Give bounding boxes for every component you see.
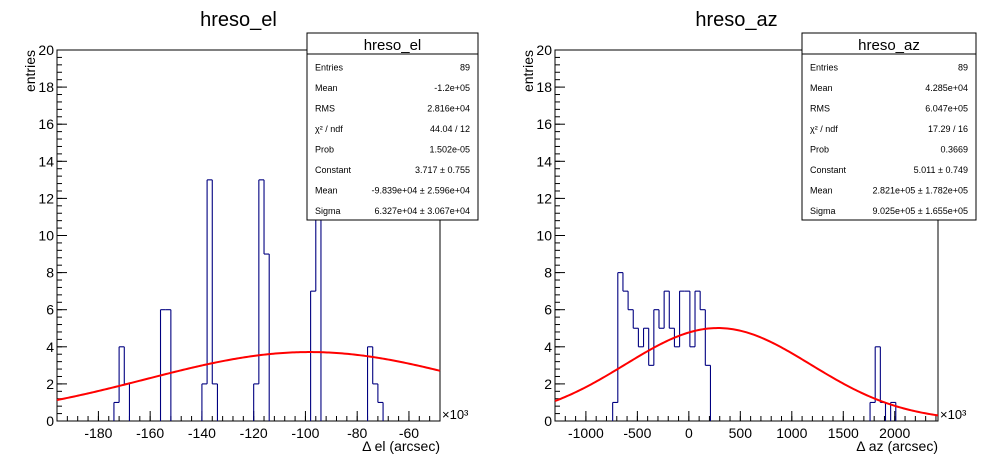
stats-value: 89 [460, 62, 470, 72]
stats-value: -9.839e+04 ± 2.596e+04 [371, 185, 470, 195]
y-tick-label: 0 [46, 413, 54, 429]
stats-label: Entries [810, 62, 839, 72]
x-tick-label: -120 [240, 425, 268, 441]
y-tick-label: 6 [46, 302, 54, 318]
y-tick-label: 18 [536, 79, 552, 95]
y-tick-label: 4 [544, 339, 552, 355]
x-tick-label: -180 [84, 425, 112, 441]
x-axis-label: Δ el (arcsec) [362, 438, 440, 454]
stats-value: 1.502e-05 [429, 144, 470, 154]
chart-panel-0: hreso_el 0 2 4 6 8 10 12 14 16 18 20 -180 -160 -140 -12… [22, 9, 479, 454]
y-tick-label: 20 [536, 42, 552, 58]
stats-value: 2.821e+05 ± 1.782e+05 [872, 185, 968, 195]
y-tick-label: 16 [536, 116, 552, 132]
y-tick-label: 2 [544, 376, 552, 392]
chart-title: hreso_el [200, 9, 277, 31]
x-exponent: ×10³ [940, 407, 967, 422]
y-axis-label: entries [22, 50, 38, 92]
stats-label: Constant [315, 165, 352, 175]
x-tick-label: 2000 [879, 425, 910, 441]
x-tick-label: -140 [188, 425, 216, 441]
x-tick-label: 0 [685, 425, 693, 441]
stats-value: 2.816e+04 [427, 103, 470, 113]
y-tick-label: 4 [46, 339, 54, 355]
x-tick-label: -80 [347, 425, 367, 441]
y-tick-label: 16 [38, 116, 54, 132]
stats-value: 0.3669 [940, 144, 968, 154]
stats-label: Entries [315, 62, 344, 72]
y-tick-label: 14 [536, 153, 552, 169]
x-tick-label: -500 [623, 425, 651, 441]
x-axis-label: Δ az (arcsec) [856, 438, 938, 454]
y-tick-label: 8 [544, 265, 552, 281]
stats-value: 6.047e+05 [925, 103, 968, 113]
stats-box-frame [801, 32, 977, 221]
histogram [113, 179, 384, 421]
fit-curve [554, 327, 939, 417]
stats-value: 4.285e+04 [925, 83, 968, 93]
stats-value: 17.29 / 16 [928, 124, 968, 134]
x-exponent: ×10³ [442, 407, 469, 422]
chart-panel-1: hreso_az 0 2 4 6 8 10 12 14 16 18 20 -1000 -500 0 500 10… [520, 9, 977, 454]
x-tick-label: -160 [136, 425, 164, 441]
y-tick-label: 14 [38, 153, 54, 169]
y-tick-label: 6 [544, 302, 552, 318]
stats-box: hreso_el Entries 89 Mean -1.2e+05 RMS 2.816e+0… [306, 32, 479, 221]
stats-label: χ² / ndf [810, 124, 838, 134]
y-tick-label: 12 [536, 190, 552, 206]
y-tick-label: 18 [38, 79, 54, 95]
stats-value: 89 [958, 62, 968, 72]
y-tick-label: 8 [46, 265, 54, 281]
y-tick-label: 20 [38, 42, 54, 58]
y-axis-label: entries [520, 50, 536, 92]
stats-label: Constant [810, 165, 847, 175]
x-tick-label: -1000 [568, 425, 604, 441]
stats-label: Mean [810, 83, 833, 93]
stats-label: Mean [810, 185, 833, 195]
stats-label: RMS [810, 103, 830, 113]
stats-label: Mean [315, 83, 338, 93]
y-tick-label: 10 [38, 228, 54, 244]
stats-box: hreso_az Entries 89 Mean 4.285e+04 RMS 6.047e+… [801, 32, 977, 221]
stats-box-frame [306, 32, 479, 221]
stats-label: Prob [315, 144, 334, 154]
x-tick-label: -100 [291, 425, 319, 441]
stats-value: 44.04 / 12 [430, 124, 470, 134]
stats-label: Sigma [810, 206, 836, 216]
stats-value: -1.2e+05 [434, 83, 470, 93]
stats-label: Mean [315, 185, 338, 195]
stats-box-name: hreso_az [858, 37, 920, 54]
y-tick-label: 2 [46, 376, 54, 392]
stats-label: χ² / ndf [315, 124, 343, 134]
stats-label: Prob [810, 144, 829, 154]
fit-curve [56, 351, 441, 402]
y-tick-label: 0 [544, 413, 552, 429]
stats-value: 3.717 ± 0.755 [415, 165, 470, 175]
histogram [612, 272, 897, 421]
x-tick-label: 1500 [828, 425, 859, 441]
stats-value: 9.025e+05 ± 1.655e+05 [872, 206, 968, 216]
stats-value: 6.327e+04 ± 3.067e+04 [374, 206, 470, 216]
stats-label: Sigma [315, 206, 341, 216]
x-tick-label: -60 [399, 425, 419, 441]
stats-value: 5.011 ± 0.749 [914, 165, 968, 175]
stats-box-name: hreso_el [364, 37, 422, 54]
y-tick-label: 10 [536, 228, 552, 244]
x-tick-label: 500 [729, 425, 753, 441]
chart-title: hreso_az [695, 9, 777, 31]
x-tick-label: 1000 [776, 425, 807, 441]
y-tick-label: 12 [38, 190, 54, 206]
stats-label: RMS [315, 103, 335, 113]
